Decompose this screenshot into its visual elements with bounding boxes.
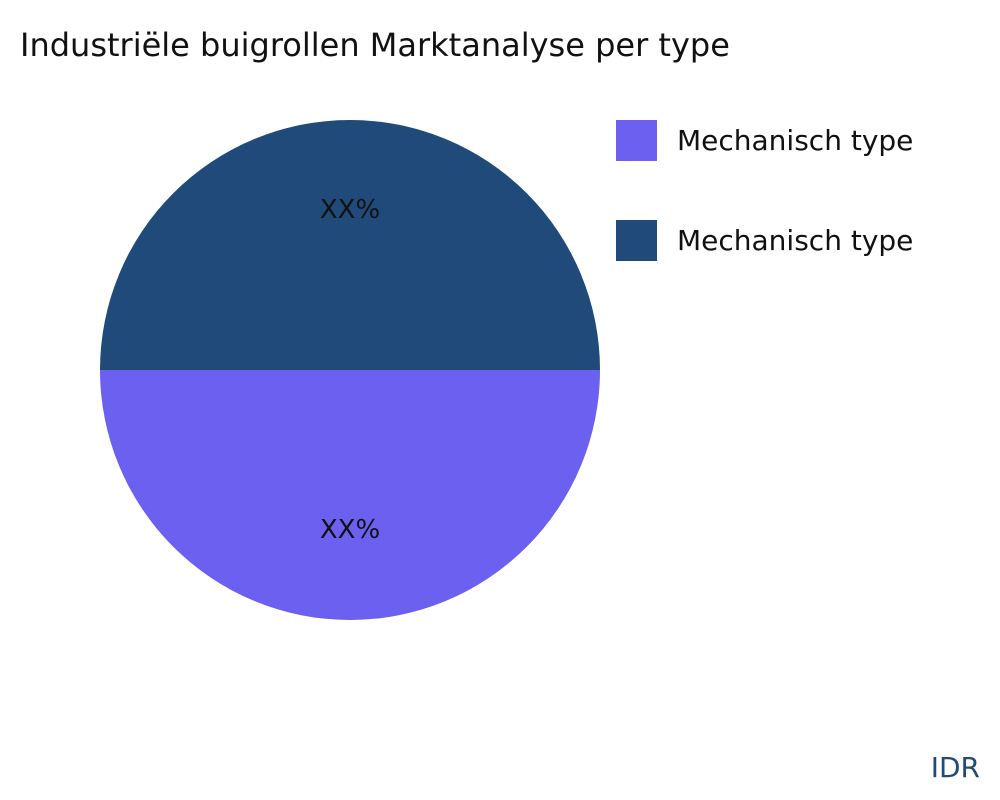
chart-title: Industriële buigrollen Marktanalyse per … bbox=[20, 26, 730, 64]
legend-item: Mechanisch type bbox=[616, 220, 913, 261]
pie-slice bbox=[100, 370, 600, 620]
pie-slice bbox=[100, 120, 600, 370]
legend-item: Mechanisch type bbox=[616, 120, 913, 161]
legend-label: Mechanisch type bbox=[677, 224, 914, 257]
legend-label: Mechanisch type bbox=[677, 124, 914, 157]
brand-logo: IDR bbox=[930, 751, 980, 784]
slice-label: XX% bbox=[320, 515, 380, 545]
legend-swatch bbox=[616, 220, 657, 261]
legend-swatch bbox=[616, 120, 657, 161]
slice-label: XX% bbox=[320, 195, 380, 225]
